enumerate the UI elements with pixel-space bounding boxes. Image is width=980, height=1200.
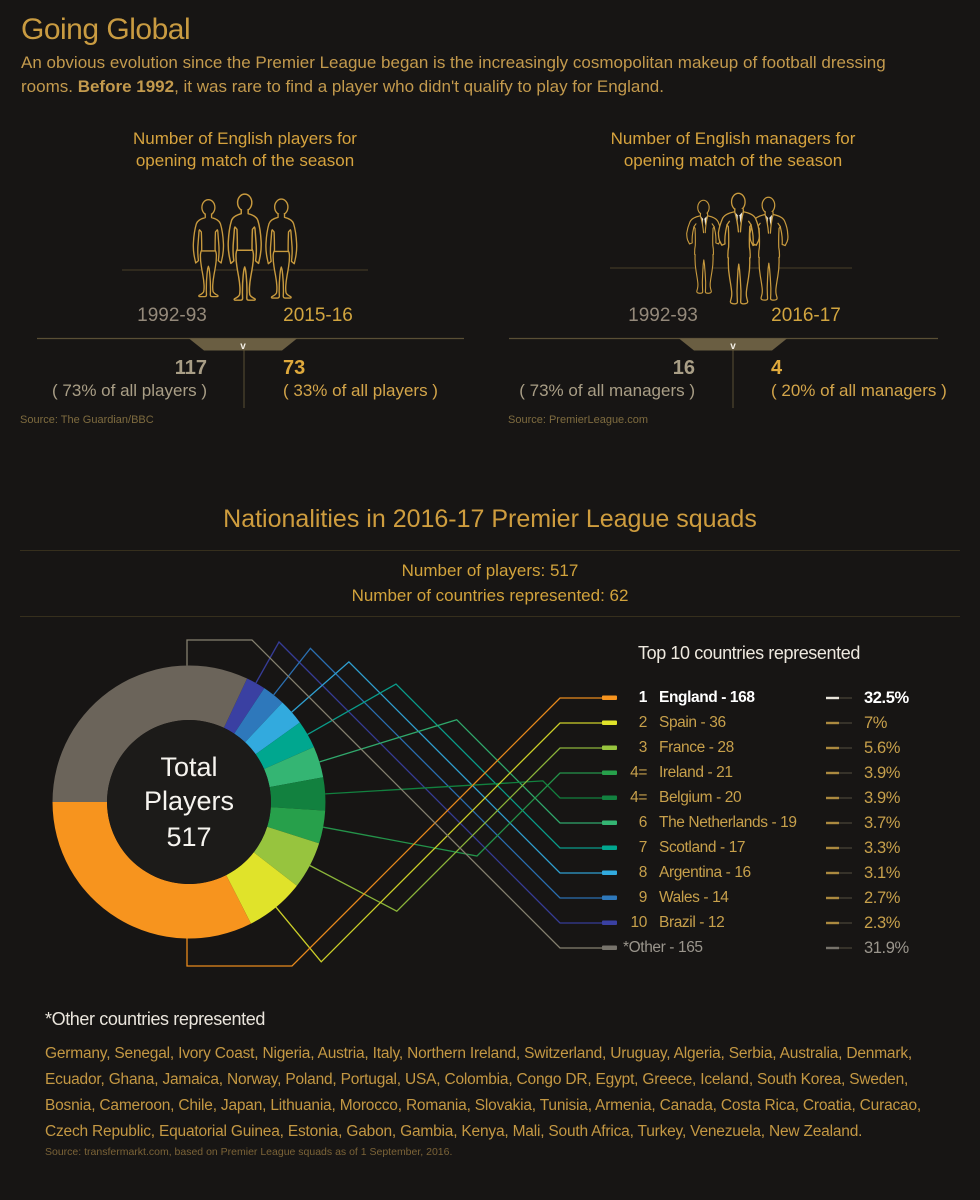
svg-text:v: v (240, 341, 246, 352)
svg-text:v: v (730, 341, 736, 352)
svg-text:517: 517 (166, 822, 211, 852)
svg-text:Total: Total (160, 752, 217, 782)
svg-text:Players: Players (144, 786, 234, 816)
